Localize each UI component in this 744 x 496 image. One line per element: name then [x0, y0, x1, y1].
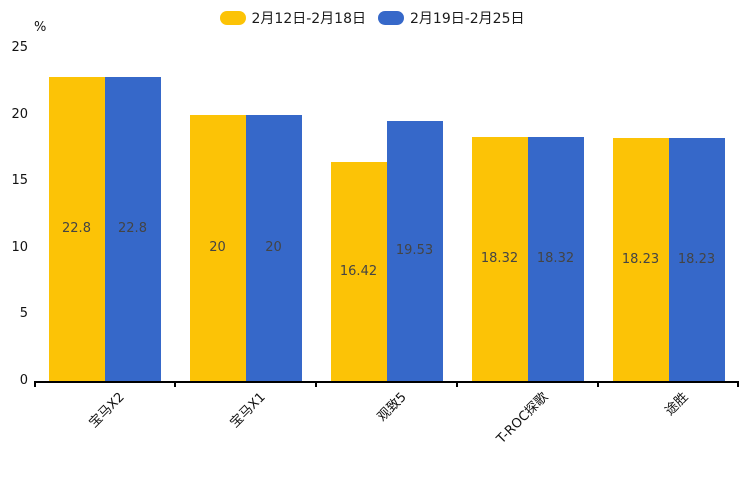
bar-value-label: 19.53 — [395, 242, 434, 258]
x-axis-tick-mark — [737, 381, 739, 387]
bar-value-label: 20 — [209, 239, 226, 255]
legend: 2月12日-2月18日 2月19日-2月25日 — [0, 8, 744, 28]
y-axis-tick-label: 10 — [11, 239, 28, 255]
bar-week1 — [48, 77, 105, 381]
bar-value-label: 20 — [265, 239, 282, 255]
x-axis-category-label: 途胜 — [662, 389, 692, 419]
bar-value-label: 18.23 — [677, 251, 716, 267]
legend-item-week2[interactable]: 2月19日-2月25日 — [378, 8, 525, 28]
bar-week1 — [330, 162, 387, 381]
x-axis-tick-mark — [597, 381, 599, 387]
bar-week2 — [104, 77, 161, 381]
bar-value-label: 18.32 — [480, 250, 519, 266]
x-axis-tick-mark — [34, 381, 36, 387]
bar-value-label: 18.23 — [621, 251, 660, 267]
x-axis-category-label: T-ROC探歌 — [493, 389, 551, 447]
x-axis-category-label: 观致5 — [375, 389, 410, 425]
bar-week2 — [245, 114, 302, 381]
legend-item-week1[interactable]: 2月12日-2月18日 — [219, 8, 367, 28]
bar-week1 — [471, 136, 528, 381]
legend-label-week1: 2月12日-2月18日 — [251, 11, 367, 27]
y-axis-unit-label: % — [34, 20, 47, 35]
bar-value-label: 22.8 — [118, 221, 147, 237]
y-axis-tick-label: 20 — [11, 106, 28, 122]
bar-week1 — [612, 138, 669, 381]
y-axis-tick-label: 5 — [19, 306, 28, 322]
x-axis-tick-mark — [456, 381, 458, 387]
x-axis-tick-mark — [174, 381, 176, 387]
y-axis-tick-label: 0 — [19, 373, 28, 388]
y-axis-tick-label: 25 — [11, 40, 28, 55]
x-axis-category-label: 宝马X1 — [227, 389, 269, 431]
x-axis-category-label: 宝马X2 — [86, 389, 128, 431]
bar-week1 — [189, 114, 246, 381]
y-axis-tick-label: 15 — [11, 173, 28, 189]
legend-label-week2: 2月19日-2月25日 — [410, 11, 525, 27]
legend-swatch-blue-icon — [378, 11, 404, 25]
x-axis-tick-mark — [315, 381, 317, 387]
plot-area: 22.8 22.8 宝马X2 20 20 宝马X1 16.42 19.53 观致5 18.32 18… — [34, 48, 739, 447]
bar-value-label: 16.42 — [339, 263, 378, 279]
bar-week2 — [527, 136, 584, 381]
bar-value-label: 18.32 — [536, 250, 575, 266]
bar-week2 — [386, 120, 443, 381]
bar-value-label: 22.8 — [62, 221, 91, 237]
legend-swatch-yellow-icon — [219, 11, 246, 25]
bar-week2 — [668, 138, 725, 381]
